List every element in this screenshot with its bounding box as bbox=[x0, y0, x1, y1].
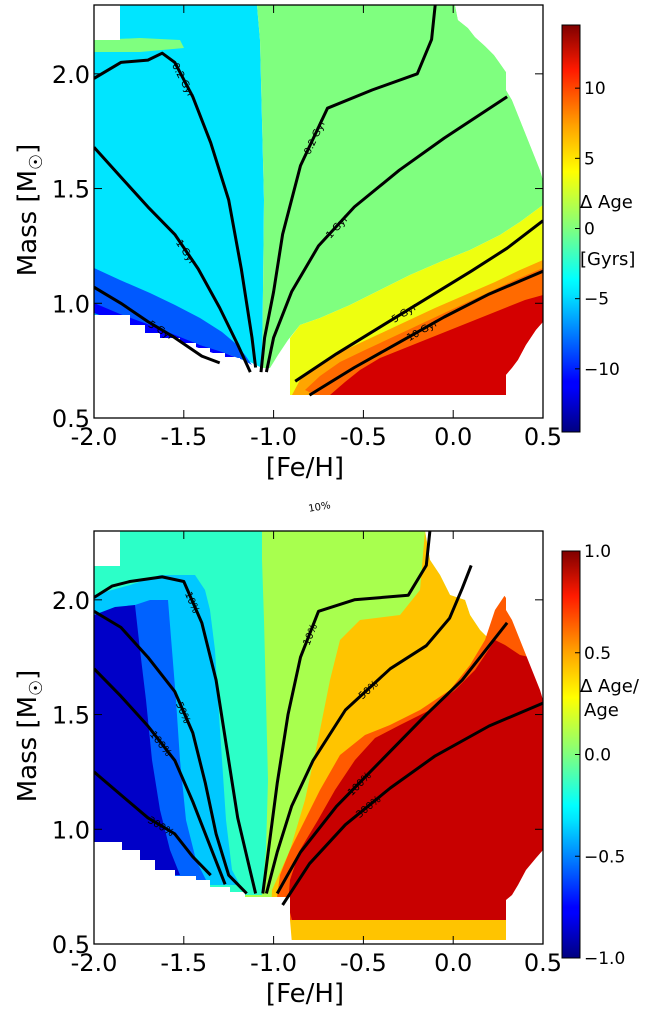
bottom-colorbar-label-1: Δ Age/ bbox=[580, 676, 640, 697]
bot-mask-bottom-right bbox=[506, 850, 543, 944]
top-ylabel: Mass [M☉] bbox=[13, 144, 47, 277]
top-colorbar-ticks: −10 −5 0 5 10 bbox=[575, 79, 620, 380]
bottom-xtick-label: 0.5 bbox=[524, 949, 562, 977]
top-contour-line bbox=[94, 146, 252, 373]
top-colorbar-tick-label: 10 bbox=[584, 79, 606, 99]
stray-contour-annotation: 10% bbox=[308, 500, 332, 515]
top-mask-bottom-left bbox=[94, 315, 294, 418]
bottom-contour-line bbox=[264, 564, 473, 894]
bottom-colorbar-tick-label: −1.0 bbox=[584, 949, 625, 969]
top-axes-frame bbox=[93, 4, 544, 419]
top-region-teal bbox=[94, 5, 264, 368]
bottom-contour-line bbox=[261, 531, 432, 894]
bottom-colorbar-tick-label: −0.5 bbox=[584, 847, 625, 867]
top-xlabel: [Fe/H] bbox=[266, 453, 344, 483]
top-colorbar-tick-label: −10 bbox=[584, 360, 620, 380]
top-region-red bbox=[330, 295, 543, 395]
bottom-xtick-label: -2.0 bbox=[71, 949, 118, 977]
bottom-colorbar-ticks: −1.0 −0.5 0.0 0.5 1.0 bbox=[575, 542, 625, 969]
top-xtick-label: -2.0 bbox=[71, 423, 118, 451]
bottom-colorbar-tick-label: 0.0 bbox=[584, 746, 611, 766]
top-xtick-label: 0.0 bbox=[434, 423, 472, 451]
top-contour-line bbox=[264, 95, 508, 373]
top-colorbar-tick-label: 0 bbox=[584, 220, 595, 240]
top-region-topleft-green bbox=[94, 38, 184, 52]
bottom-colorbar-label-2: Age bbox=[584, 700, 619, 721]
top-region-blue bbox=[94, 268, 252, 365]
bottom-xtick-label: -1.5 bbox=[160, 949, 207, 977]
top-xtick-label: -1.0 bbox=[250, 423, 297, 451]
top-contour-line bbox=[259, 5, 437, 373]
bottom-colorbar-tick-label: 0.5 bbox=[584, 644, 611, 664]
bottom-panel: 10%10%50%50%100%100%300%300% -2.0 -1.5 -1.… bbox=[13, 530, 640, 1009]
bottom-xtick-label: -0.5 bbox=[340, 949, 387, 977]
top-xtick-label: -1.5 bbox=[160, 423, 207, 451]
top-ytick-label: 1.5 bbox=[52, 176, 90, 204]
bottom-ytick-label: 1.0 bbox=[52, 816, 90, 844]
top-contour-line bbox=[308, 269, 543, 397]
top-ytick-label: 0.5 bbox=[52, 405, 90, 433]
bottom-contour-line bbox=[281, 701, 543, 906]
bottom-colorbar-tick-label: 1.0 bbox=[584, 542, 611, 562]
bottom-heatmap: 10%10%50%50%100%100%300%300% bbox=[94, 531, 543, 944]
top-colorbar-tick-label: −5 bbox=[584, 290, 609, 310]
top-contour-line bbox=[294, 219, 543, 383]
top-region-green bbox=[257, 5, 543, 368]
top-colorbar-label-1: Δ Age bbox=[580, 192, 633, 213]
bottom-axes-frame bbox=[93, 530, 544, 945]
top-mask-bottom-right bbox=[506, 322, 543, 418]
top-xtick-label: 0.5 bbox=[524, 423, 562, 451]
top-colorbar-label-2: [Gyrs] bbox=[580, 249, 635, 270]
top-ytick-label: 1.0 bbox=[52, 290, 90, 318]
bottom-xlabel: [Fe/H] bbox=[266, 979, 344, 1009]
top-axes: -2.0 -1.5 -1.0 -0.5 0.0 0.5 0.5 1.0 1.5 2.0 bbox=[52, 5, 562, 451]
bottom-contour-line bbox=[94, 770, 212, 877]
bottom-ytick-label: 2.0 bbox=[52, 587, 90, 615]
bottom-contour-line bbox=[94, 575, 258, 894]
top-mask-top-right bbox=[455, 5, 543, 180]
bottom-axes: -2.0 -1.5 -1.0 -0.5 0.0 0.5 0.5 1.0 1.5 2.0 bbox=[52, 531, 562, 977]
top-ytick-label: 2.0 bbox=[52, 61, 90, 89]
top-mask-top-left bbox=[94, 5, 120, 40]
top-colorbar-tick-label: 5 bbox=[584, 149, 595, 169]
bottom-xtick-label: -1.0 bbox=[250, 949, 297, 977]
bottom-contour-line bbox=[94, 610, 248, 895]
bottom-contour-line bbox=[94, 667, 227, 885]
bottom-contour-line bbox=[275, 621, 509, 895]
bot-mask-top-right bbox=[450, 531, 543, 700]
bot-mask-top-left bbox=[94, 531, 120, 566]
bot-region-red bbox=[288, 640, 543, 920]
top-contour-line bbox=[94, 51, 258, 368]
top-xtick-label: -0.5 bbox=[340, 423, 387, 451]
bottom-ylabel: Mass [M☉] bbox=[13, 670, 47, 803]
bot-region-darkblue bbox=[94, 605, 180, 875]
bottom-ytick-label: 0.5 bbox=[52, 931, 90, 959]
bot-mask-bottom-left bbox=[94, 842, 292, 944]
bottom-ytick-label: 1.5 bbox=[52, 702, 90, 730]
bottom-xtick-label: 0.0 bbox=[434, 949, 472, 977]
top-contour-line bbox=[94, 285, 221, 365]
